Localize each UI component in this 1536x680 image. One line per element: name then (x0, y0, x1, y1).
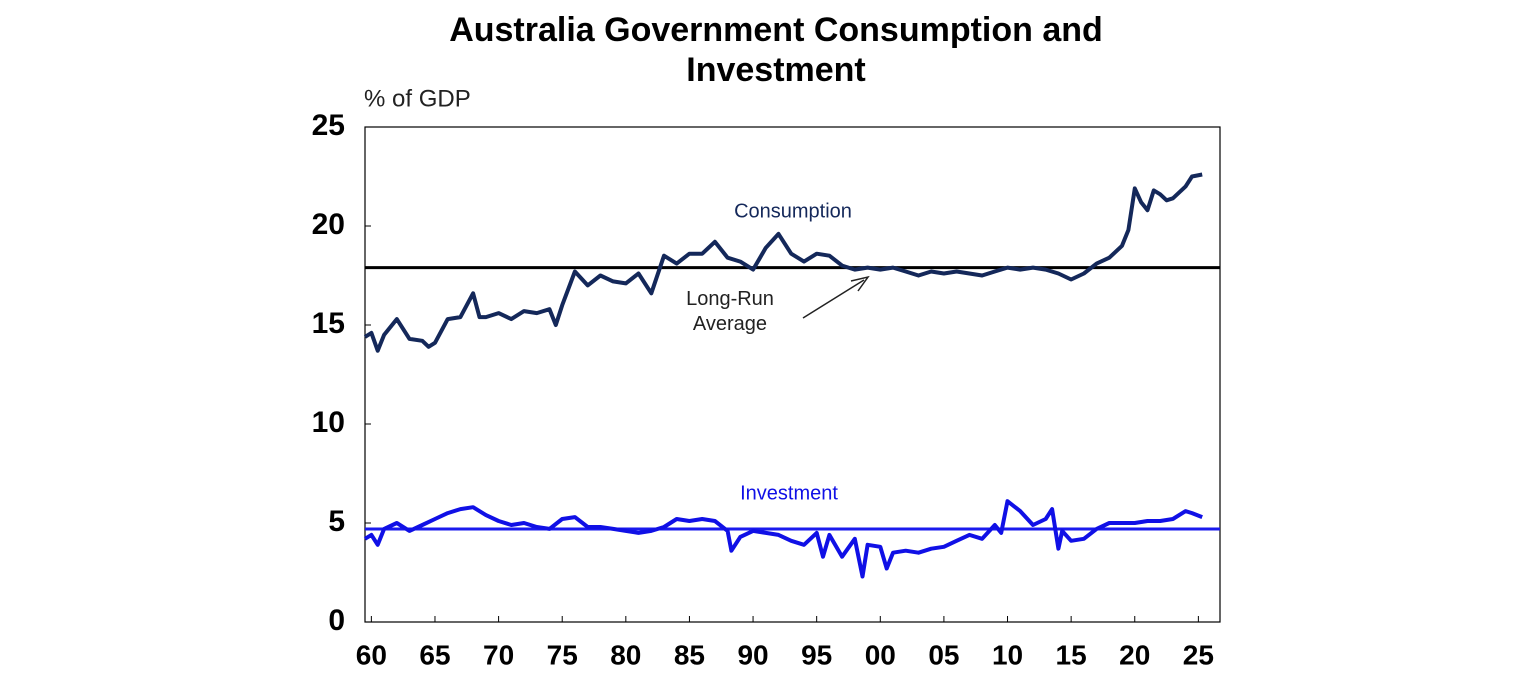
y-tick-label: 10 (312, 406, 345, 439)
series-label: Investment (740, 482, 838, 504)
x-tick-label: 20 (1119, 639, 1150, 670)
annotation-arrow (802, 279, 865, 319)
x-tick-label: 05 (928, 639, 959, 670)
x-tick-label: 90 (737, 639, 768, 670)
x-tick-label: 60 (356, 639, 387, 670)
series-line (363, 499, 1203, 579)
series-line (363, 172, 1203, 353)
y-tick-label: 5 (328, 505, 345, 538)
x-tick-label: 95 (801, 639, 832, 670)
y-tick-label: 25 (312, 109, 345, 142)
y-tick-label: 20 (312, 208, 345, 241)
x-tick-label: 00 (865, 639, 896, 670)
annotation: Long-Run Average (686, 288, 774, 335)
y-tick-label: 0 (328, 604, 345, 637)
x-tick-label: 75 (547, 639, 578, 670)
arrow-head (850, 275, 870, 292)
chart-title: Australia Government Consumption and Inv… (449, 11, 1103, 89)
series-label: Consumption (734, 200, 852, 222)
x-tick-label: 80 (610, 639, 641, 670)
plot-frame (364, 126, 1221, 623)
x-tick-label: 10 (992, 639, 1023, 670)
x-tick-label: 25 (1183, 639, 1214, 670)
y-tick-label: 15 (312, 307, 345, 340)
x-tick-label: 70 (483, 639, 514, 670)
x-tick-label: 15 (1056, 639, 1087, 670)
x-tick-label: 65 (419, 639, 450, 670)
y-axis-label: % of GDP (364, 85, 471, 112)
x-tick-label: 85 (674, 639, 705, 670)
